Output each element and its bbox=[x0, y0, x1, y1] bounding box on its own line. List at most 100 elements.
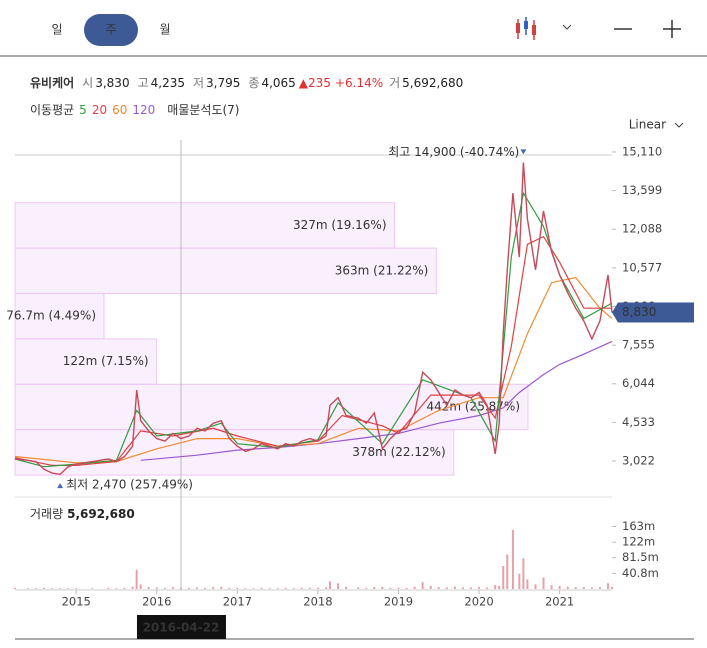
volume-tick-label: 40.8m bbox=[622, 566, 659, 580]
volume-bar bbox=[244, 588, 247, 589]
volume-bar bbox=[397, 587, 400, 589]
volume-bar bbox=[518, 573, 521, 589]
volume-bar bbox=[147, 587, 150, 589]
volume-bar bbox=[228, 587, 231, 589]
y-tick-label: 12,088 bbox=[622, 222, 662, 236]
volume-bar bbox=[453, 586, 456, 589]
volume-tick-label: 81.5m bbox=[622, 550, 659, 564]
volume-bar bbox=[522, 558, 525, 589]
volume-bar bbox=[421, 582, 424, 589]
volume-latest: 5,692,680 bbox=[67, 507, 135, 521]
volume-bar bbox=[300, 587, 303, 589]
volume-bar bbox=[123, 587, 126, 589]
volume-bar bbox=[365, 587, 368, 589]
ma-title: 이동평균 bbox=[30, 103, 74, 117]
volume-bar bbox=[252, 588, 255, 589]
volume-bar bbox=[139, 584, 142, 589]
candle-icon[interactable] bbox=[516, 17, 536, 40]
volume-bar bbox=[542, 577, 545, 589]
period-tab[interactable]: 주 bbox=[105, 23, 116, 37]
period-tab[interactable]: 월 bbox=[159, 23, 170, 37]
x-tick-label: 2021 bbox=[545, 595, 574, 609]
volume-bar bbox=[204, 587, 207, 589]
scale-chevron[interactable] bbox=[674, 122, 684, 128]
volume-profile-bar bbox=[14, 429, 455, 476]
volume-bar bbox=[115, 588, 118, 589]
y-tick-label: 15,110 bbox=[622, 144, 662, 158]
volume-bar bbox=[373, 587, 376, 589]
volume-bar bbox=[526, 579, 529, 589]
volume-bar bbox=[51, 588, 54, 589]
quote-value: 3,830 bbox=[95, 76, 129, 90]
chart-type-chevron[interactable] bbox=[562, 24, 572, 30]
quote-change: ▲235 bbox=[299, 76, 331, 90]
volume-bar bbox=[91, 588, 94, 589]
volume-bar bbox=[582, 587, 585, 589]
volume-bar bbox=[75, 588, 78, 589]
y-tick-label: 6,044 bbox=[622, 376, 655, 390]
volume-title-label: 거래량 bbox=[30, 507, 63, 521]
current-price-tag bbox=[612, 302, 694, 323]
volume-bar bbox=[413, 586, 416, 589]
x-tick-label: 2015 bbox=[62, 595, 91, 609]
volume-bar bbox=[498, 585, 501, 589]
quote-label: 고 bbox=[138, 76, 149, 90]
high-marker bbox=[520, 149, 527, 155]
volume-bar bbox=[284, 587, 287, 589]
volume-bar bbox=[43, 587, 46, 589]
volume-bar bbox=[470, 587, 473, 589]
quote-label: 저 bbox=[193, 76, 204, 90]
volume-profile-bar bbox=[14, 202, 396, 249]
scale-mode[interactable]: Linear bbox=[629, 118, 666, 132]
volume-bar bbox=[67, 588, 70, 589]
low-annotation: 최저 2,470 (257.49%) bbox=[66, 478, 193, 492]
x-tick-label: 2018 bbox=[303, 595, 332, 609]
volume-bar bbox=[107, 587, 110, 589]
crosshair-date-box bbox=[136, 615, 226, 639]
volume-bar bbox=[611, 586, 613, 589]
volume-bar bbox=[494, 585, 497, 589]
zoom-in[interactable] bbox=[663, 20, 681, 38]
volume-bar bbox=[486, 587, 489, 589]
volume-bar bbox=[292, 588, 295, 589]
volume-profile-label: 122m (7.15%) bbox=[63, 354, 149, 368]
volume-bar bbox=[478, 587, 481, 589]
quote-value: 4,235 bbox=[151, 76, 185, 90]
volume-bar bbox=[445, 587, 448, 589]
legend-entry: 5 bbox=[79, 103, 87, 117]
profile-title: 매물분석도(7) bbox=[167, 103, 239, 117]
volume-profile-label: 76.7m (4.49%) bbox=[6, 309, 96, 323]
volume-bar bbox=[26, 588, 29, 589]
volume-bar bbox=[574, 587, 577, 589]
volume-bar bbox=[268, 588, 271, 589]
volume-bar bbox=[558, 585, 561, 589]
quote-label: 거 bbox=[389, 76, 400, 90]
volume-tick-label: 163m bbox=[622, 519, 655, 533]
volume-bar bbox=[429, 585, 432, 589]
volume-title: 거래량 5,692,680 bbox=[30, 507, 135, 521]
volume-bar bbox=[534, 584, 537, 589]
volume-bar bbox=[590, 587, 593, 589]
stock-name: 유비케어 bbox=[30, 75, 74, 90]
volume-bar bbox=[220, 586, 223, 589]
selected-tab-pill bbox=[84, 14, 138, 46]
volume-bar bbox=[155, 587, 158, 589]
volume-bar bbox=[276, 588, 279, 589]
volume-bar bbox=[437, 587, 440, 589]
volume-bar bbox=[236, 587, 239, 589]
low-marker bbox=[57, 483, 64, 489]
period-tab[interactable]: 일 bbox=[51, 23, 62, 37]
volume-bar bbox=[316, 587, 319, 589]
crosshair-date: 2016-04-22 bbox=[143, 621, 220, 635]
quote-value: 3,795 bbox=[206, 76, 240, 90]
y-tick-label: 7,555 bbox=[622, 338, 655, 352]
volume-profile-label: 327m (19.16%) bbox=[293, 218, 387, 232]
volume-bar bbox=[59, 588, 62, 589]
volume-bar bbox=[566, 586, 569, 589]
y-tick-label: 4,533 bbox=[622, 415, 655, 429]
x-tick-label: 2017 bbox=[223, 595, 252, 609]
volume-bar bbox=[506, 554, 509, 589]
high-annotation: 최고 14,900 (-40.74%) bbox=[388, 145, 519, 159]
volume-bar bbox=[308, 587, 311, 589]
